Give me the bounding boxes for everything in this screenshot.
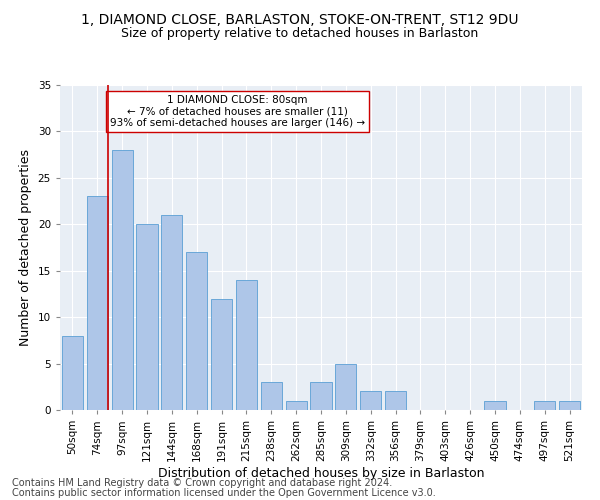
Bar	[112, 150, 133, 410]
Bar	[236, 280, 257, 410]
Text: Size of property relative to detached houses in Barlaston: Size of property relative to detached ho…	[121, 28, 479, 40]
Bar	[186, 252, 207, 410]
Bar	[385, 392, 406, 410]
Bar	[559, 400, 580, 410]
Bar	[161, 215, 182, 410]
Bar	[360, 392, 381, 410]
Text: Contains public sector information licensed under the Open Government Licence v3: Contains public sector information licen…	[12, 488, 436, 498]
Bar	[534, 400, 555, 410]
Bar	[62, 336, 83, 410]
Y-axis label: Number of detached properties: Number of detached properties	[19, 149, 32, 346]
X-axis label: Distribution of detached houses by size in Barlaston: Distribution of detached houses by size …	[158, 466, 484, 479]
Text: 1, DIAMOND CLOSE, BARLASTON, STOKE-ON-TRENT, ST12 9DU: 1, DIAMOND CLOSE, BARLASTON, STOKE-ON-TR…	[81, 12, 519, 26]
Bar	[335, 364, 356, 410]
Bar	[261, 382, 282, 410]
Bar	[136, 224, 158, 410]
Bar	[87, 196, 108, 410]
Bar	[484, 400, 506, 410]
Bar	[286, 400, 307, 410]
Bar	[310, 382, 332, 410]
Text: Contains HM Land Registry data © Crown copyright and database right 2024.: Contains HM Land Registry data © Crown c…	[12, 478, 392, 488]
Text: 1 DIAMOND CLOSE: 80sqm
← 7% of detached houses are smaller (11)
93% of semi-deta: 1 DIAMOND CLOSE: 80sqm ← 7% of detached …	[110, 94, 365, 128]
Bar	[211, 298, 232, 410]
